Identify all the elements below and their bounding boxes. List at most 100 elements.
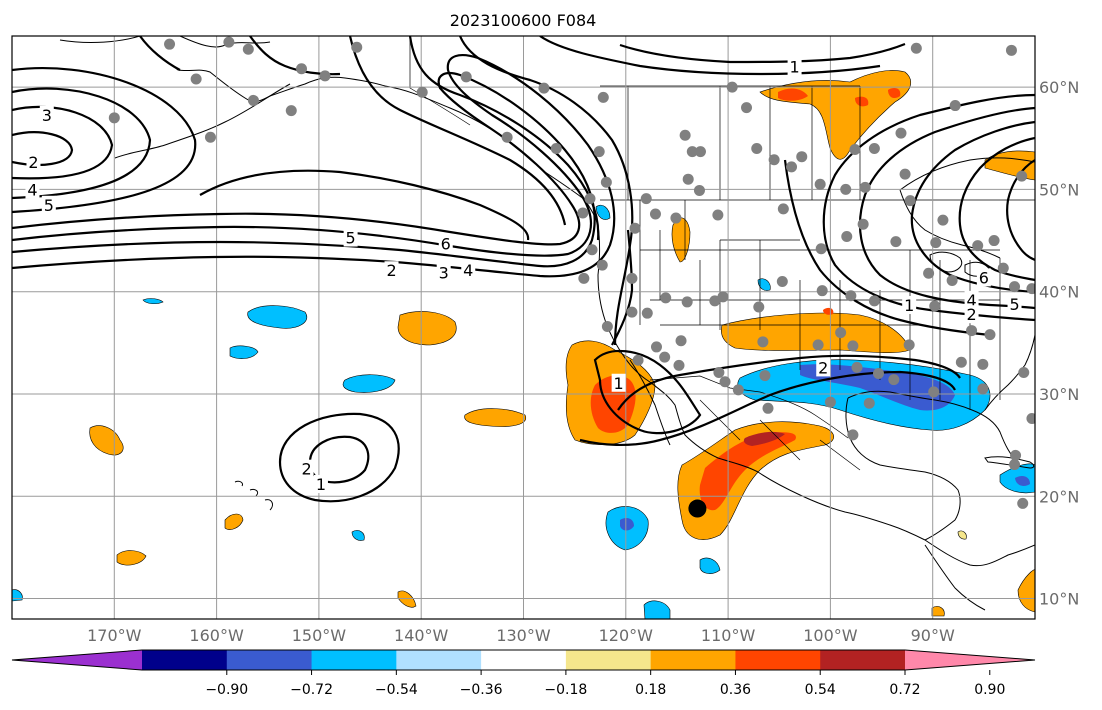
contour-label-halo — [438, 234, 453, 253]
coast-baja — [629, 359, 926, 541]
contour-label-halo — [313, 475, 328, 494]
colorbar-swatch — [311, 650, 397, 670]
station-dot — [693, 184, 705, 196]
colorbar-extend-low — [12, 650, 142, 670]
station-dot — [859, 181, 871, 193]
border-mexico-states — [699, 399, 861, 471]
lat-tick-label: 10°N — [1039, 590, 1079, 609]
contour-label-halo — [976, 268, 991, 287]
station-dot — [641, 307, 653, 319]
contour-label: 3 — [42, 106, 52, 125]
station-dot — [501, 131, 513, 143]
shade-neg-pacific-1 — [247, 305, 307, 329]
station-dot — [649, 208, 661, 220]
station-dot — [977, 358, 989, 370]
lon-tick-label: 110°W — [701, 626, 756, 645]
lon-tick-label: 170°W — [87, 626, 142, 645]
shade-neg-pacific-3 — [229, 345, 259, 359]
colorbar-swatch — [820, 650, 906, 670]
map-title: 2023100600 F084 — [450, 11, 597, 30]
colorbar-swatch — [650, 650, 736, 670]
colorbar-swatch — [142, 650, 228, 670]
station-dot — [1009, 459, 1021, 471]
station-dot — [812, 339, 824, 351]
station-dot — [319, 70, 331, 82]
lon-tick-label: 120°W — [599, 626, 654, 645]
coast-alaska-peninsula — [114, 83, 291, 159]
coast-central-america — [924, 539, 1035, 611]
station-dot — [1005, 44, 1017, 56]
colorbar-tick-label: −0.54 — [375, 682, 418, 698]
contour-label-halo — [25, 180, 40, 199]
contour-label: 3 — [439, 263, 449, 282]
station-dot — [949, 100, 961, 112]
contour-label: 6 — [441, 235, 451, 254]
shade-pos-gulf-mexico — [1017, 569, 1035, 613]
station-dot — [460, 71, 472, 83]
station-dot — [1017, 497, 1029, 509]
contour-label: 4 — [463, 261, 473, 280]
contour-label: 4 — [966, 291, 976, 310]
lat-tick-label: 30°N — [1039, 385, 1079, 404]
station-dot — [626, 306, 638, 318]
contour-label: 5 — [1009, 295, 1019, 314]
coast-hawaii — [234, 480, 273, 511]
shade-pos-small-3 — [397, 590, 417, 608]
border-us-mexico — [649, 375, 849, 439]
station-dot — [928, 386, 940, 398]
station-dot — [660, 292, 672, 304]
grid-lines — [12, 36, 1035, 619]
colorbar-swatch — [481, 650, 567, 670]
station-dot — [847, 340, 859, 352]
coast-florida — [984, 334, 1035, 411]
contour-label-halo — [611, 373, 626, 392]
station-dot — [857, 218, 869, 230]
colorbar-swatch — [735, 650, 821, 670]
shade-pos-canada-north-red — [778, 88, 901, 107]
colorbar: −0.90 −0.72 −0.54 −0.36 −0.18 0.18 0.36 0.54 0.7… — [11, 649, 1036, 698]
station-dot — [762, 402, 774, 414]
colorbar-tick-label: 0.72 — [889, 682, 920, 698]
colorbar-outline — [11, 649, 1036, 671]
contour-trough-3 — [617, 354, 961, 411]
contour-zonal-3 — [199, 169, 530, 241]
contour-label-halo — [26, 152, 41, 171]
shade-pos-idaho — [671, 217, 691, 263]
station-dot — [204, 131, 216, 143]
station-dot — [351, 41, 363, 53]
colorbar-tick-label: 0.54 — [805, 682, 836, 698]
shade-neg-caribbean-dark — [1015, 476, 1030, 486]
border-states-west — [639, 200, 1000, 380]
station-dot — [851, 361, 863, 373]
contour-label: 1 — [904, 296, 914, 315]
station-dot — [712, 209, 724, 221]
station-dot — [741, 102, 753, 114]
contour-east-4 — [958, 136, 1035, 282]
station-dot — [777, 203, 789, 215]
contour-label: 1 — [316, 475, 326, 494]
station-dot — [776, 275, 788, 287]
lat-tick-label: 60°N — [1039, 78, 1079, 97]
station-dot — [670, 212, 682, 224]
lon-tick-label: 90°W — [911, 626, 955, 645]
station-dot — [847, 429, 859, 441]
station-dot — [223, 36, 235, 48]
contour-label-halo — [964, 305, 979, 324]
station-dot — [596, 259, 608, 271]
contour-label-halo — [343, 228, 358, 247]
contour-label: 2 — [818, 358, 828, 377]
station-dot — [629, 222, 641, 234]
lat-tick-label: 40°N — [1039, 283, 1079, 302]
station-dot — [786, 161, 798, 173]
station-dot — [849, 144, 861, 156]
contour-zonal-4 — [12, 54, 616, 278]
station-dot — [626, 272, 638, 284]
contour-label: 5 — [346, 229, 356, 248]
contour-label-halo — [1007, 294, 1022, 313]
contour-label: 2 — [28, 153, 38, 172]
station-dot — [1026, 413, 1035, 425]
shade-pos-ca-offshore — [397, 311, 457, 346]
contour-label: 2 — [966, 305, 976, 324]
